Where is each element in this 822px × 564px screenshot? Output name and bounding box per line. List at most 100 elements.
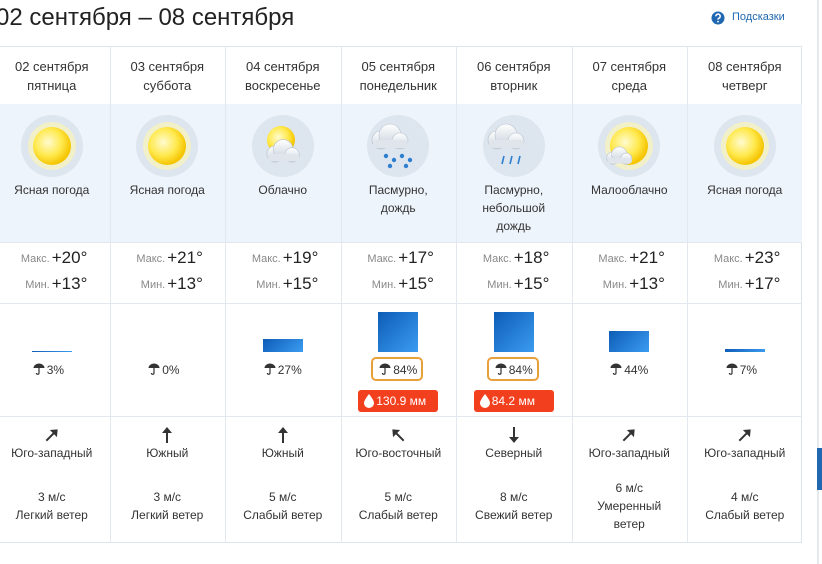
rain-streak [500, 155, 505, 165]
umbrella-canopy [495, 363, 507, 368]
scrollbar-thumb[interactable] [817, 448, 822, 490]
day-weekday: пятница [27, 78, 77, 93]
cloud-base [373, 140, 409, 148]
precip-probability: 0% [162, 363, 180, 377]
column-divider [571, 46, 573, 543]
wind-arrow [508, 427, 519, 443]
condition: Пасмурно, дождь [368, 183, 428, 215]
precip-amount: 130.9 мм [376, 394, 427, 408]
day-weekday: понедельник [359, 78, 437, 93]
wind-speed: 6 м/с [615, 481, 644, 495]
wind-box: 3 м/с Легкий ветер [10, 470, 94, 542]
wind-direction: Юго-западный [704, 446, 786, 460]
precip-probability: 27% [277, 363, 302, 377]
rain-drop [404, 163, 409, 169]
row-divider [0, 416, 802, 417]
wind-box: 5 м/с Слабый ветер [356, 470, 440, 542]
weather-icon [251, 115, 314, 177]
umbrella-icon [726, 363, 738, 375]
precip-amount-badge [473, 390, 554, 412]
wind-arrow-head [627, 429, 635, 438]
umbrella-canopy [33, 363, 45, 368]
temp-max-label: Макс. [136, 253, 166, 265]
drop-icon [364, 394, 375, 408]
wind-arrow-shape [392, 429, 405, 442]
wind-description: Слабый ветер [243, 508, 323, 522]
temp-min: +13° [167, 274, 203, 293]
day-date: 02 сентября [14, 59, 89, 74]
precip-bar [724, 348, 765, 352]
wind-box: 3 м/с Легкий ветер [125, 470, 209, 542]
temp-max: +17° [398, 248, 434, 267]
temp-min: +15° [513, 274, 550, 293]
temp-min: +17° [744, 274, 781, 293]
precip-bar [493, 311, 534, 352]
wind-arrow [738, 429, 751, 442]
wind-arrow-shape [738, 429, 751, 442]
precip-probability: 44% [624, 363, 649, 377]
umbrella-icon [610, 363, 622, 375]
umbrella-handle [497, 368, 502, 375]
drop [364, 394, 375, 408]
temp-max: +23° [744, 248, 781, 267]
column-divider [687, 46, 688, 543]
precip-bar [262, 339, 303, 352]
precip-amount: 84.2 мм [491, 394, 535, 408]
day-date: 08 сентября [707, 59, 782, 74]
temp-max-label: Макс. [251, 253, 281, 265]
umbrella-icon [148, 363, 160, 375]
wind-box: 8 м/с Свежий ветер [472, 470, 556, 542]
temp-min: +15° [282, 274, 319, 293]
wind-arrow [277, 427, 288, 443]
wind-direction: Южный [146, 446, 189, 460]
sun [32, 127, 71, 165]
cloud-base [267, 154, 300, 162]
day-weekday: вторник [490, 78, 538, 93]
rain-drop [408, 157, 413, 163]
umbrella-handle [613, 368, 617, 375]
wind-box: 4 м/с Слабый ветер [703, 470, 787, 542]
temp-max: +21° [629, 248, 665, 267]
temp-max: +20° [51, 248, 88, 267]
wind-speed: 3 м/с [153, 490, 182, 504]
condition: Ясная погода [129, 183, 205, 197]
wind-speed: 3 м/с [37, 490, 66, 504]
wind-arrow-head [277, 427, 288, 433]
help-icon[interactable] [711, 11, 725, 25]
column-divider [340, 46, 342, 543]
weather-icon [20, 115, 83, 177]
wind-direction: Юго-западный [11, 446, 93, 460]
temp-max-label: Макс. [482, 253, 512, 265]
wind-direction: Юго-западный [588, 446, 670, 460]
precip-bar [609, 330, 650, 352]
day-date: 06 сентября [476, 59, 551, 74]
wind-description: Легкий ветер [15, 508, 88, 522]
wind-direction: Северный [485, 446, 543, 460]
wind-arrow [45, 429, 58, 442]
rain-streak [508, 155, 513, 165]
rain-drop [384, 153, 389, 159]
temp-min: +13° [629, 274, 665, 293]
table-border [0, 46, 802, 543]
condition: Малооблачно [590, 183, 668, 197]
help-link[interactable]: Подсказки [732, 11, 785, 23]
condition: Пасмурно, небольшой дождь [482, 183, 546, 233]
wind-speed: 8 м/с [499, 490, 528, 504]
wind-arrow-head [508, 437, 519, 443]
umbrella-icon [264, 363, 276, 375]
wind-arrow-head [392, 429, 401, 438]
temp-min-label: Мин. [487, 279, 512, 291]
precip-bar [31, 350, 72, 352]
wind-speed: 5 м/с [384, 490, 413, 504]
help-dot [717, 20, 719, 23]
temp-min: +15° [398, 274, 434, 293]
column-divider [109, 46, 111, 543]
column-divider [456, 46, 457, 543]
temp-min-label: Мин. [718, 279, 743, 291]
temp-max: +19° [282, 248, 319, 267]
umbrella-canopy [264, 363, 276, 368]
umbrella-handle [151, 368, 155, 375]
weather-icon [482, 115, 545, 177]
umbrella-canopy [726, 363, 738, 368]
temp-min-label: Мин. [256, 279, 281, 291]
